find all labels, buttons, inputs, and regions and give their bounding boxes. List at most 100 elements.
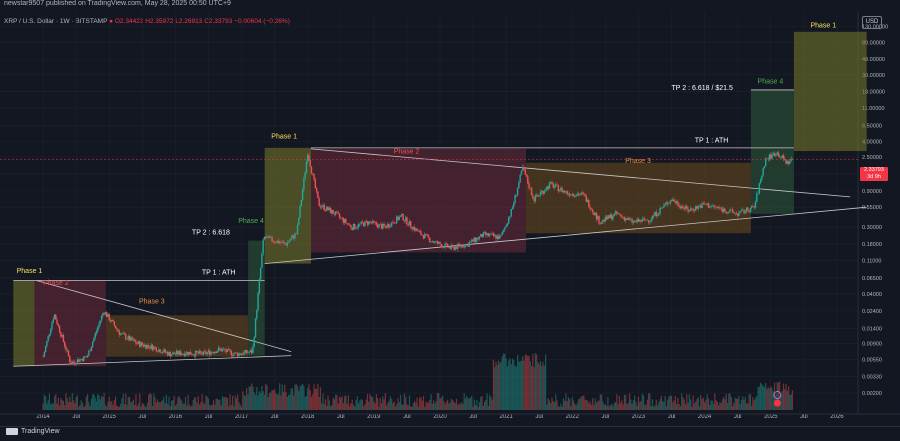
volume-bar bbox=[393, 401, 395, 410]
candle-body bbox=[750, 205, 753, 209]
volume-bar bbox=[440, 397, 442, 410]
candle-body bbox=[177, 350, 179, 355]
candle-body bbox=[669, 200, 671, 204]
candle-body bbox=[473, 237, 476, 242]
candle-body bbox=[354, 224, 356, 229]
volume-bar bbox=[256, 387, 258, 410]
volume-bar bbox=[324, 399, 327, 410]
volume-bar bbox=[692, 395, 694, 410]
volume-bar bbox=[522, 356, 524, 410]
candle-body bbox=[329, 208, 332, 214]
volume-bar bbox=[106, 406, 108, 410]
volume-bar bbox=[197, 396, 199, 410]
volume-bar bbox=[207, 398, 210, 410]
candle-body bbox=[406, 217, 408, 225]
volume-bar bbox=[523, 360, 525, 410]
volume-bar bbox=[235, 398, 238, 410]
candle-body bbox=[230, 350, 233, 356]
candle-body bbox=[118, 331, 121, 335]
volume-bar bbox=[69, 396, 71, 410]
candle-body bbox=[191, 354, 193, 355]
x-tick-label: Jul bbox=[271, 414, 279, 420]
volume-bar bbox=[377, 398, 379, 410]
candle-body bbox=[50, 329, 52, 334]
volume-bar bbox=[466, 395, 468, 410]
candle-body bbox=[337, 212, 339, 214]
volume-bar bbox=[458, 403, 460, 410]
volume-bar bbox=[120, 403, 122, 410]
volume-bar bbox=[518, 361, 520, 410]
volume-bar bbox=[435, 400, 437, 410]
candle-body bbox=[122, 333, 124, 334]
candle-body bbox=[418, 230, 421, 232]
candle-body bbox=[370, 222, 373, 224]
volume-bar bbox=[486, 393, 488, 410]
volume-bar bbox=[413, 400, 416, 410]
volume-bar bbox=[533, 366, 535, 410]
volume-bar bbox=[514, 365, 516, 410]
volume-bar bbox=[681, 393, 683, 410]
candle-body bbox=[295, 233, 297, 235]
volume-bar bbox=[579, 398, 581, 410]
volume-bar bbox=[511, 358, 514, 410]
volume-bar bbox=[648, 393, 650, 410]
currency-badge[interactable]: USD bbox=[862, 16, 882, 29]
candle-body bbox=[257, 292, 259, 310]
candle-body bbox=[234, 352, 236, 354]
candle-body bbox=[319, 206, 322, 208]
volume-bar bbox=[360, 399, 362, 410]
candle-body bbox=[383, 223, 385, 227]
volume-bar bbox=[627, 402, 629, 410]
volume-bar bbox=[419, 397, 421, 410]
volume-bar bbox=[389, 396, 391, 410]
volume-bar bbox=[42, 403, 44, 410]
candle-body bbox=[46, 340, 48, 347]
candle-body bbox=[338, 213, 341, 218]
candle-body bbox=[267, 236, 269, 238]
volume-bar bbox=[74, 403, 76, 410]
candle-body bbox=[388, 224, 390, 228]
volume-bar bbox=[121, 398, 123, 410]
candle-body bbox=[546, 186, 548, 191]
candle-body bbox=[200, 351, 202, 353]
candle-body bbox=[565, 191, 567, 193]
volume-bar bbox=[444, 404, 446, 410]
candle-body bbox=[711, 205, 713, 207]
candle-body bbox=[472, 239, 474, 242]
volume-bar bbox=[660, 395, 662, 410]
tradingview-logo[interactable]: TradingView bbox=[6, 428, 60, 435]
volume-bar bbox=[472, 406, 474, 410]
candle-body bbox=[210, 351, 212, 355]
volume-bar bbox=[327, 395, 329, 410]
candle-body bbox=[466, 243, 468, 245]
candle-body bbox=[790, 158, 792, 162]
candle-body bbox=[519, 174, 521, 183]
volume-bar bbox=[355, 399, 357, 410]
volume-bar bbox=[296, 385, 299, 410]
candle-body bbox=[379, 223, 381, 225]
candle-body bbox=[174, 354, 177, 355]
volume-bar bbox=[747, 403, 749, 410]
candle-body bbox=[135, 341, 137, 344]
volume-bar bbox=[622, 404, 624, 410]
candle-body bbox=[99, 320, 102, 324]
volume-bar bbox=[198, 404, 201, 410]
y-tick-label: 30.00000 bbox=[862, 73, 885, 79]
volume-bar bbox=[441, 395, 444, 410]
volume-bar bbox=[481, 396, 483, 410]
volume-bar bbox=[79, 404, 81, 410]
candle-body bbox=[525, 174, 528, 177]
volume-bar bbox=[364, 404, 366, 410]
volume-bar bbox=[332, 397, 334, 410]
candle-body bbox=[593, 211, 595, 216]
y-tick-label: 0.02400 bbox=[862, 309, 882, 315]
volume-bar bbox=[388, 401, 390, 410]
candle-body bbox=[52, 319, 54, 323]
candle-body bbox=[562, 190, 565, 193]
volume-bar bbox=[304, 396, 306, 410]
symbol-title[interactable]: XRP / U.S. Dollar · 1W · BITSTAMP bbox=[4, 18, 108, 25]
volume-bar bbox=[510, 364, 512, 410]
volume-bar bbox=[709, 404, 711, 410]
candle-body bbox=[153, 346, 155, 350]
